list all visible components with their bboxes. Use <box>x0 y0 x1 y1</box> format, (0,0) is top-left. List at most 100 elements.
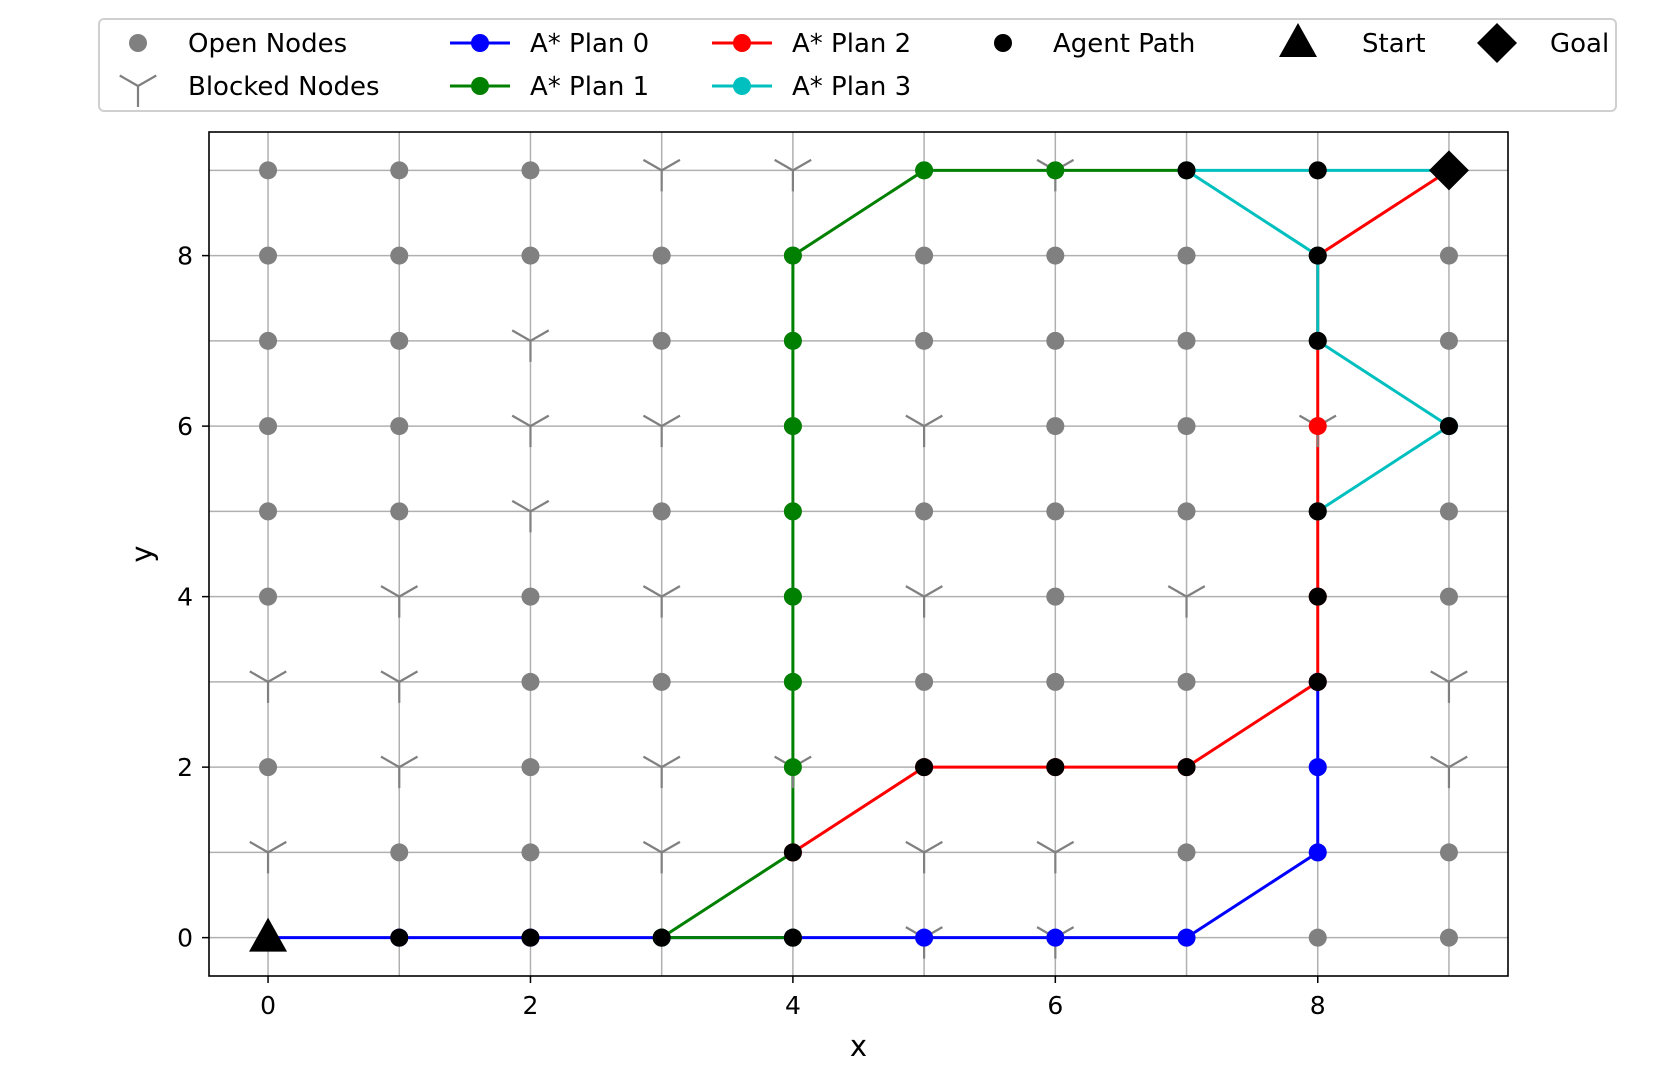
legend-label: Goal <box>1550 29 1609 59</box>
y-tick-label: 4 <box>177 583 193 612</box>
agent-path-point <box>521 928 540 947</box>
grid <box>209 132 1508 976</box>
agent-path-point <box>1308 331 1327 350</box>
agent-path-point <box>1308 161 1327 180</box>
legend-marker <box>471 77 489 95</box>
blocked-node <box>380 585 419 618</box>
legend-marker <box>994 34 1012 52</box>
series-point-plan1 <box>783 502 802 521</box>
agent-path-point <box>390 928 409 947</box>
open-node <box>259 417 278 436</box>
open-node <box>1046 502 1065 521</box>
series-point-plan1 <box>783 417 802 436</box>
axis-ticks: 0 2 4 6 8 0 2 4 6 8 <box>177 242 1326 1020</box>
series-point-plan1 <box>783 331 802 350</box>
open-node <box>1046 587 1065 606</box>
legend-item: Start <box>1279 23 1426 59</box>
open-node <box>915 672 934 691</box>
open-node <box>915 331 934 350</box>
open-node <box>1308 928 1327 947</box>
legend-marker <box>1279 23 1317 57</box>
open-node <box>1439 587 1458 606</box>
x-axis-label: x <box>850 1029 867 1063</box>
open-node <box>1046 246 1065 265</box>
plan-lines <box>268 168 1452 940</box>
legend-item: Goal <box>1477 23 1609 63</box>
series-point-plan1 <box>783 246 802 265</box>
series-point-plan1 <box>915 161 934 180</box>
legend-label: A* Plan 3 <box>792 72 911 102</box>
legend-label: A* Plan 0 <box>530 29 649 59</box>
open-node <box>652 331 671 350</box>
series-point-plan0 <box>1046 928 1065 947</box>
agent-path-point <box>1046 758 1065 777</box>
plot-frame <box>208 131 1509 977</box>
legend-item: A* Plan 2 <box>712 29 911 59</box>
open-node <box>390 417 409 436</box>
agent-path-point <box>783 843 802 862</box>
open-node <box>390 161 409 180</box>
open-node <box>259 161 278 180</box>
open-node <box>1439 246 1458 265</box>
agent-path-point <box>1177 161 1196 180</box>
legend-marker <box>471 34 489 52</box>
blocked-node <box>905 414 943 448</box>
open-node <box>390 502 409 521</box>
open-node <box>1046 672 1065 691</box>
series-point-plan1 <box>783 587 802 606</box>
open-node <box>259 331 278 350</box>
open-node <box>259 587 278 606</box>
open-node <box>390 843 409 862</box>
agent-path-point <box>1308 672 1327 691</box>
blocked-node <box>380 670 419 703</box>
open-node <box>1177 246 1196 265</box>
series-point-plan0 <box>1308 843 1327 862</box>
blocked-node <box>1167 585 1206 618</box>
open-node <box>1177 331 1196 350</box>
x-tick-label: 2 <box>523 991 539 1020</box>
open-node <box>259 246 278 265</box>
legend-label: A* Plan 1 <box>530 72 649 102</box>
series-point-plan1 <box>1046 161 1065 180</box>
series-point-plan1 <box>783 672 802 691</box>
blocked-node <box>774 158 812 192</box>
blocked-node <box>905 585 943 618</box>
agent-path-point <box>1439 417 1458 436</box>
series-line-plan1 <box>656 168 1187 940</box>
legend-marker <box>119 74 157 107</box>
open-node <box>1439 843 1458 862</box>
open-node <box>390 246 409 265</box>
x-tick-label: 6 <box>1047 991 1063 1020</box>
open-node <box>521 246 540 265</box>
series-point-plan0 <box>915 928 934 947</box>
legend-marker <box>129 34 147 52</box>
legend-marker <box>733 77 751 95</box>
open-node <box>390 331 409 350</box>
agent-path-point <box>1308 246 1327 265</box>
y-tick-label: 8 <box>177 242 193 271</box>
legend-item: A* Plan 0 <box>450 29 649 59</box>
open-node <box>521 672 540 691</box>
legend-item: Agent Path <box>994 29 1195 59</box>
open-node <box>1439 928 1458 947</box>
legend-label: Blocked Nodes <box>188 72 380 102</box>
legend-item: A* Plan 3 <box>712 72 911 102</box>
open-node <box>1046 331 1065 350</box>
legend-label: Agent Path <box>1053 29 1195 59</box>
blocked-node <box>642 755 681 789</box>
x-tick-label: 4 <box>785 991 801 1020</box>
blocked-node <box>642 414 681 448</box>
open-node <box>915 246 934 265</box>
open-node <box>1439 502 1458 521</box>
open-node <box>1177 417 1196 436</box>
open-node <box>1177 843 1196 862</box>
blocked-node <box>249 840 287 874</box>
blocked-node <box>511 499 550 533</box>
legend-marker <box>733 34 751 52</box>
legend-label: A* Plan 2 <box>792 29 911 59</box>
open-node <box>259 502 278 521</box>
open-node <box>652 246 671 265</box>
agent-path-point <box>783 928 802 947</box>
blocked-node <box>1430 755 1468 789</box>
legend-item: A* Plan 1 <box>450 72 649 102</box>
